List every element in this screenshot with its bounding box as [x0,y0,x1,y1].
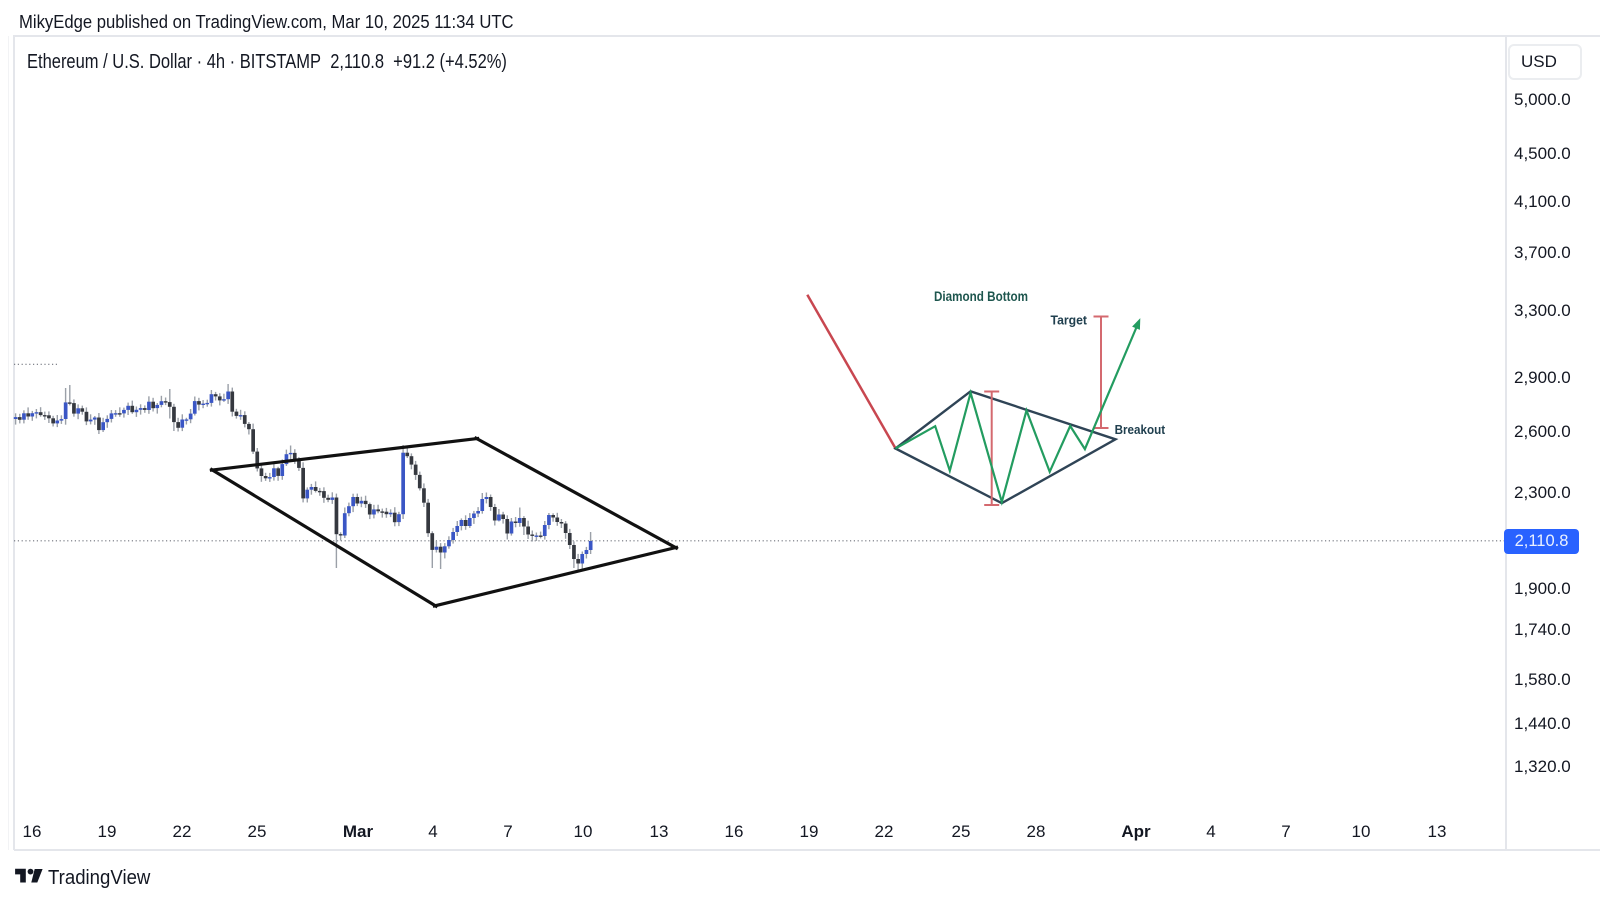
svg-text:Breakout: Breakout [1115,423,1166,437]
svg-text:Target: Target [1051,314,1088,328]
svg-text:Diamond Bottom: Diamond Bottom [934,289,1028,304]
